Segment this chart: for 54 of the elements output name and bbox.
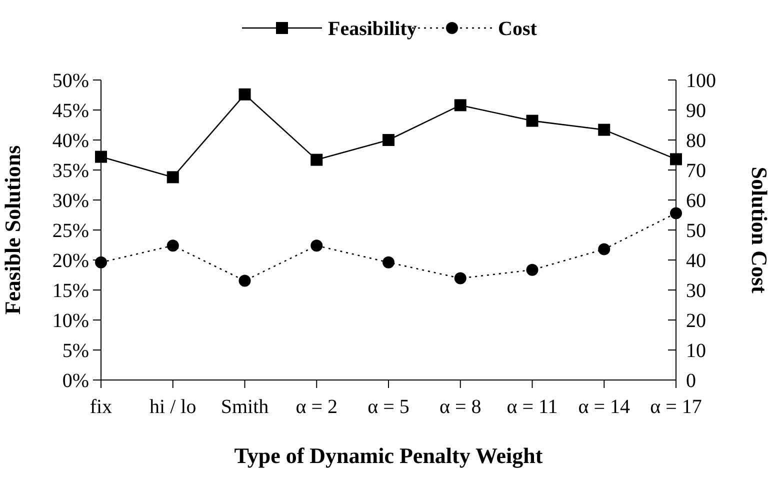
y-tick-label: 20%	[52, 250, 89, 272]
point	[166, 240, 179, 252]
y-tick-label: 45%	[52, 100, 89, 122]
point	[238, 88, 251, 100]
point	[382, 134, 394, 146]
y-tick-label: 30%	[52, 190, 89, 212]
point	[95, 256, 107, 268]
point	[95, 150, 107, 163]
y2-tick-label: 60	[686, 190, 706, 212]
legend-label: Feasibility	[328, 18, 417, 40]
point	[166, 171, 179, 184]
x-tick-label: α = 5	[368, 396, 410, 418]
point	[598, 243, 610, 256]
x-tick-label: α = 17	[650, 396, 702, 418]
point	[526, 264, 538, 276]
y2-tick-label: 70	[686, 160, 706, 182]
x-tick-label: Smith	[220, 396, 269, 418]
y2-tick-label: 20	[686, 310, 706, 332]
legend-label: Cost	[498, 18, 538, 40]
y2-tick-label: 50	[686, 220, 706, 242]
point	[526, 114, 538, 127]
x-tick-label: fix	[90, 396, 112, 418]
point	[310, 240, 323, 252]
x-tick-label: α = 11	[506, 396, 558, 418]
y2-axis-title: Solution Cost	[747, 166, 772, 294]
y-tick-label: 10%	[52, 310, 89, 332]
y2-tick-label: 10	[686, 340, 706, 362]
y-tick-label: 5%	[62, 340, 89, 362]
point	[670, 153, 682, 166]
point	[382, 256, 394, 268]
x-axis-title: Type of Dynamic Penalty Weight	[234, 443, 544, 468]
point	[598, 124, 610, 136]
y-tick-label: 50%	[52, 70, 89, 92]
y-tick-label: 25%	[52, 220, 89, 242]
y2-tick-label: 80	[686, 130, 706, 152]
y-tick-label: 15%	[52, 280, 89, 302]
point	[310, 154, 323, 166]
y2-tick-label: 90	[686, 100, 706, 122]
x-tick-label: α = 14	[578, 396, 630, 418]
y2-tick-label: 30	[686, 280, 706, 302]
point	[454, 99, 466, 112]
point	[238, 274, 251, 287]
y-tick-label: 0%	[62, 370, 89, 392]
y-tick-label: 40%	[52, 130, 89, 152]
x-tick-label: hi / lo	[150, 396, 196, 418]
y2-tick-label: 40	[686, 250, 706, 272]
point	[670, 207, 682, 220]
point	[454, 272, 466, 284]
y2-tick-label: 0	[686, 370, 696, 392]
x-tick-label: α = 8	[439, 396, 482, 418]
y-axis-title: Feasible Solutions	[0, 144, 25, 315]
y2-tick-label: 100	[686, 70, 716, 92]
x-tick-label: α = 2	[296, 396, 338, 418]
y-tick-label: 35%	[52, 160, 89, 182]
